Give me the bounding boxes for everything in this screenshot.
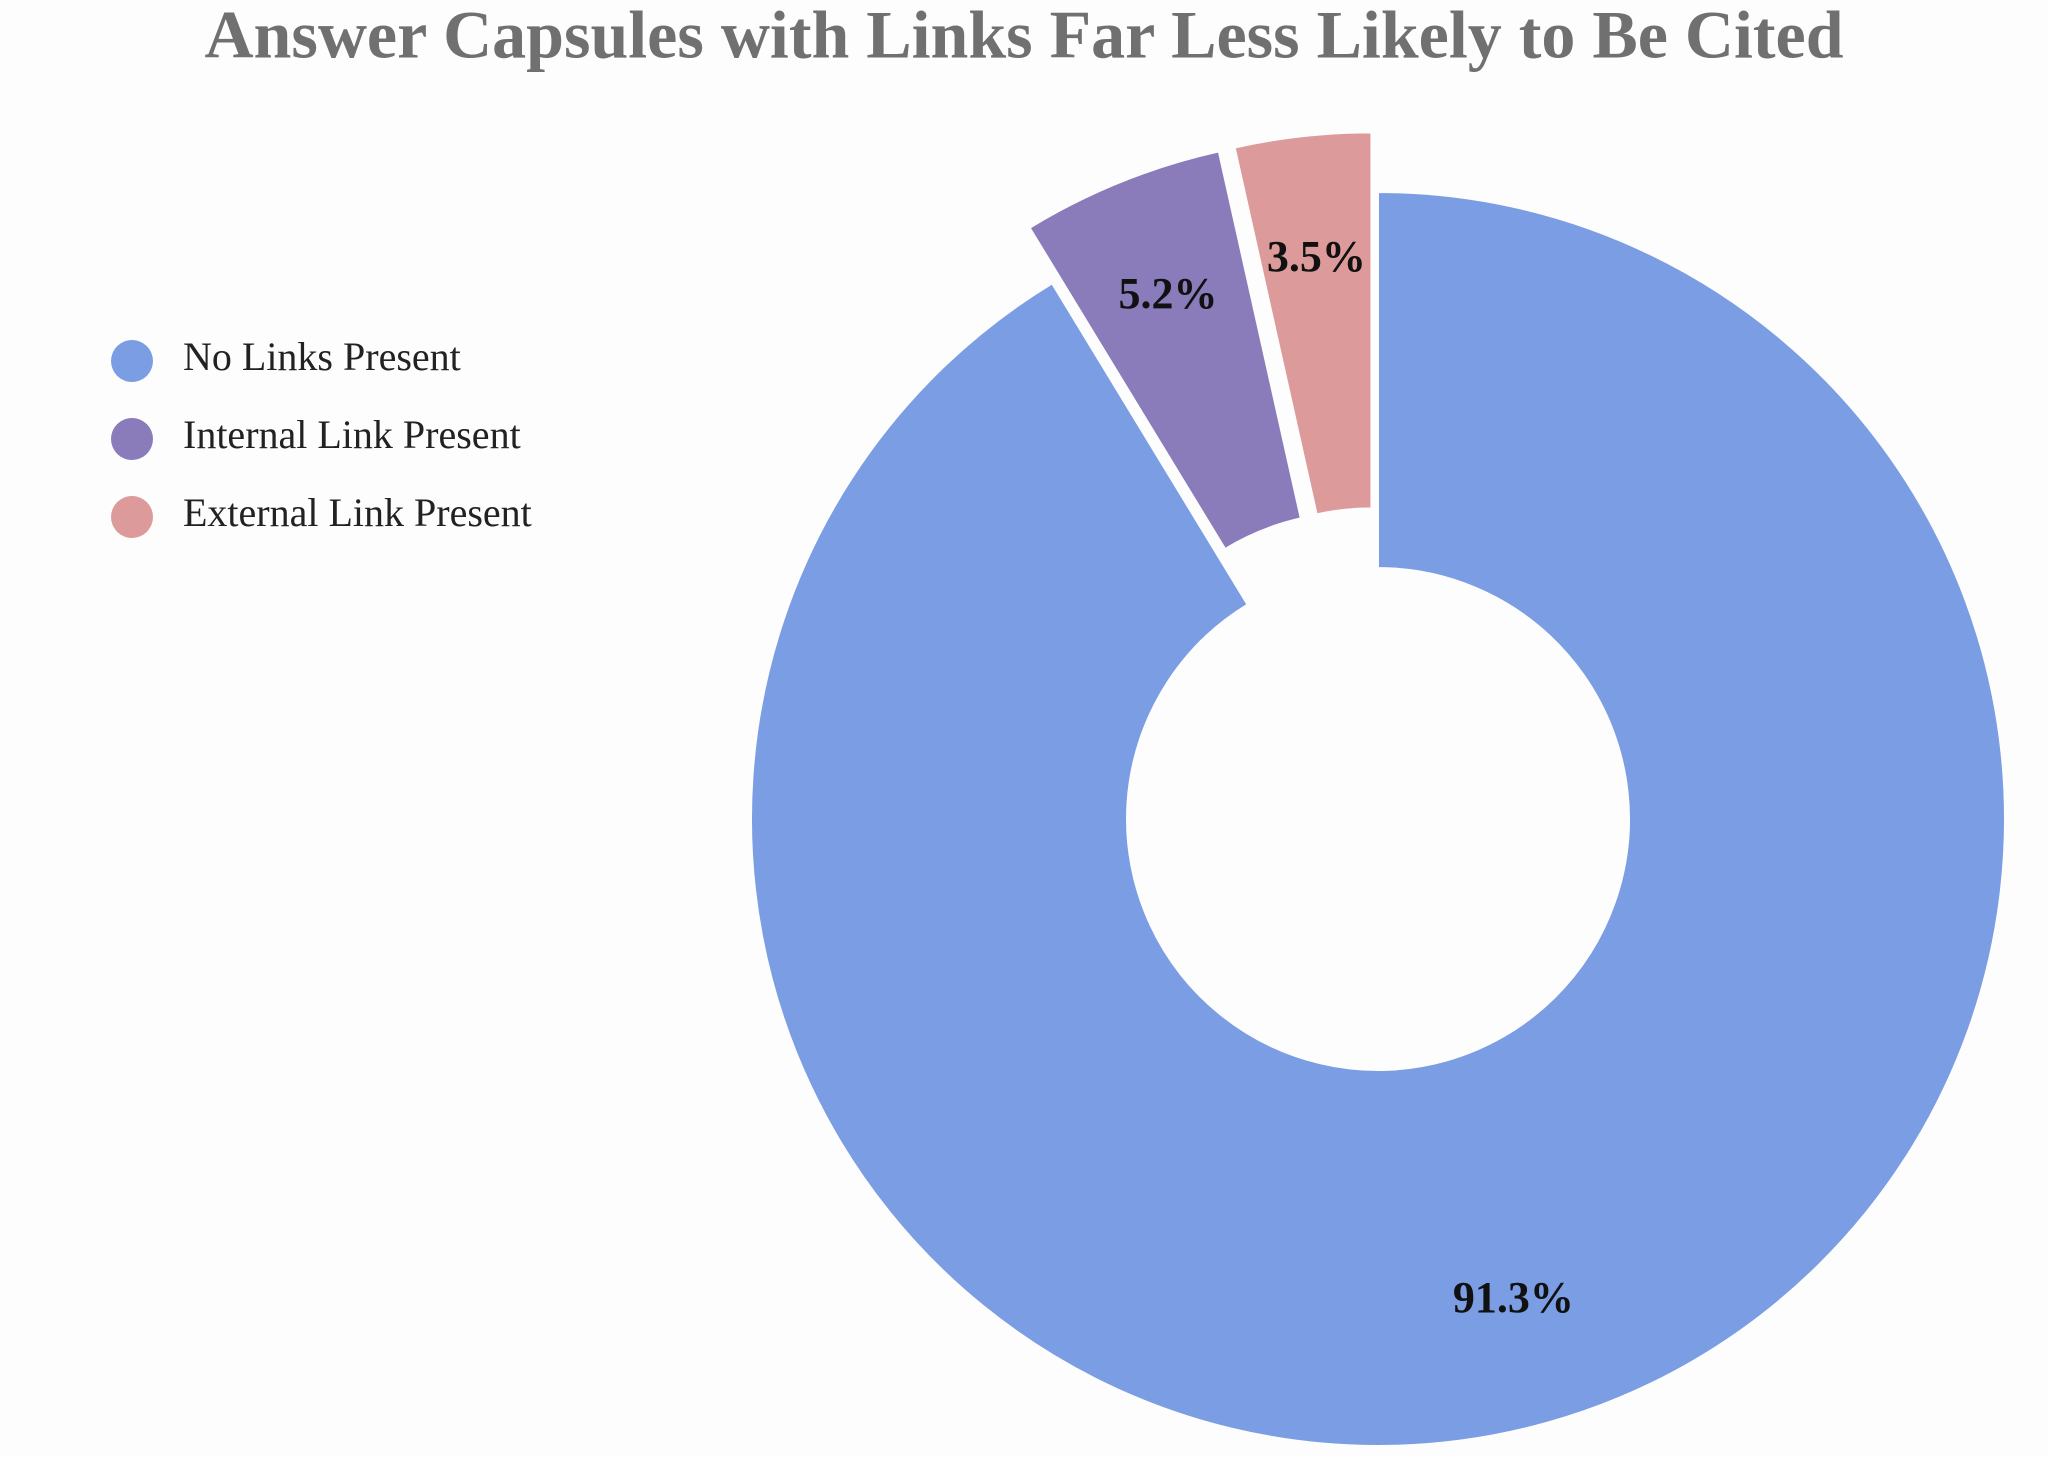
legend-marker [111,340,153,382]
legend-label: External Link Present [183,490,532,535]
legend-marker [111,418,153,460]
value-label: 5.2% [1118,269,1217,318]
chart-title: Answer Capsules with Links Far Less Like… [204,0,1843,73]
donut-slice [1028,150,1303,551]
legend-label: No Links Present [183,334,461,379]
value-label: 91.3% [1453,1273,1574,1322]
donut-slice [1233,131,1373,516]
donut-slice [749,190,2006,1447]
legend-marker [111,496,153,538]
value-label: 3.5% [1267,232,1366,281]
legend-label: Internal Link Present [183,412,521,457]
